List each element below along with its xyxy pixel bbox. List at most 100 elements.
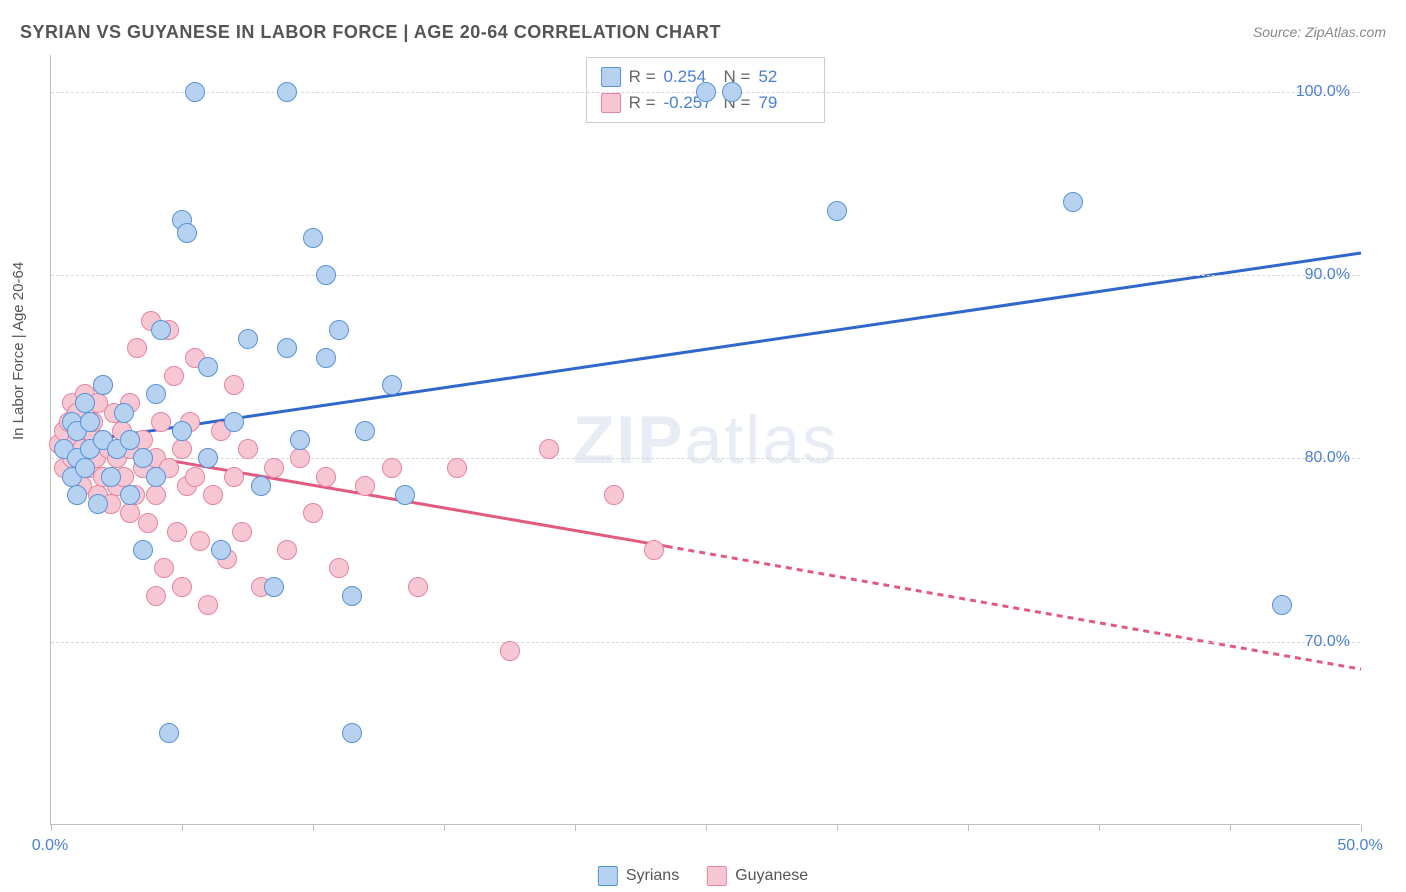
scatter-point-guyanese [303,503,323,523]
watermark: ZIPatlas [573,401,838,479]
scatter-point-syrians [224,412,244,432]
gridline-h [51,642,1360,643]
scatter-point-guyanese [277,540,297,560]
scatter-point-syrians [290,430,310,450]
scatter-point-guyanese [644,540,664,560]
n-value: 79 [758,90,810,116]
scatter-point-syrians [238,329,258,349]
scatter-point-syrians [151,320,171,340]
scatter-point-syrians [88,494,108,514]
scatter-point-syrians [1063,192,1083,212]
legend-swatch-icon [707,866,727,886]
scatter-point-syrians [211,540,231,560]
scatter-point-guyanese [447,458,467,478]
legend-swatch-icon [601,67,621,87]
series-legend-label: Syrians [626,867,679,885]
gridline-h [51,275,1360,276]
scatter-point-syrians [146,384,166,404]
series-legend-label: Guyanese [735,867,808,885]
scatter-point-syrians [80,412,100,432]
scatter-point-guyanese [224,375,244,395]
scatter-point-syrians [120,485,140,505]
scatter-point-guyanese [172,439,192,459]
scatter-point-syrians [722,82,742,102]
scatter-point-guyanese [185,467,205,487]
scatter-point-guyanese [146,485,166,505]
x-tick [182,824,183,831]
x-tick [313,824,314,831]
scatter-point-syrians [146,467,166,487]
series-legend: Syrians Guyanese [598,866,808,886]
scatter-point-syrians [251,476,271,496]
scatter-point-syrians [382,375,402,395]
watermark-light: atlas [685,402,839,478]
scatter-point-guyanese [190,531,210,551]
chart-plot-area: ZIPatlas R =0.254N =52R =-0.257N =79 70.… [50,55,1360,825]
scatter-point-guyanese [290,448,310,468]
scatter-point-guyanese [164,366,184,386]
scatter-point-guyanese [604,485,624,505]
chart-header: SYRIAN VS GUYANESE IN LABOR FORCE | AGE … [0,0,1406,50]
scatter-point-syrians [1272,595,1292,615]
x-tick-label: 50.0% [1337,837,1382,855]
x-tick-label: 0.0% [32,837,68,855]
scatter-point-syrians [101,467,121,487]
legend-swatch-icon [601,93,621,113]
source-attribution: Source: ZipAtlas.com [1253,24,1386,40]
scatter-point-syrians [133,448,153,468]
regression-line-guyanese-ext [667,546,1361,669]
scatter-point-guyanese [127,338,147,358]
scatter-point-guyanese [329,558,349,578]
series-legend-item: Guyanese [707,866,808,886]
scatter-point-syrians [827,201,847,221]
series-legend-item: Syrians [598,866,679,886]
x-tick [1230,824,1231,831]
scatter-point-guyanese [151,412,171,432]
r-label: R = [629,90,656,116]
scatter-point-syrians [185,82,205,102]
y-tick-label: 90.0% [1305,266,1350,284]
scatter-point-syrians [264,577,284,597]
scatter-point-syrians [395,485,415,505]
scatter-point-syrians [342,723,362,743]
x-tick [444,824,445,831]
scatter-point-syrians [67,485,87,505]
x-tick [1099,824,1100,831]
y-tick-label: 80.0% [1305,449,1350,467]
legend-swatch-icon [598,866,618,886]
scatter-point-syrians [303,228,323,248]
scatter-point-guyanese [500,641,520,661]
scatter-point-syrians [316,265,336,285]
x-tick [706,824,707,831]
scatter-point-syrians [114,403,134,423]
scatter-point-syrians [133,540,153,560]
x-tick [51,824,52,831]
regression-line-syrians [51,253,1361,446]
scatter-point-syrians [696,82,716,102]
scatter-point-syrians [355,421,375,441]
scatter-point-guyanese [238,439,258,459]
scatter-point-syrians [75,393,95,413]
y-axis-label: In Labor Force | Age 20-64 [10,262,27,440]
scatter-point-guyanese [382,458,402,478]
scatter-point-guyanese [203,485,223,505]
y-tick-label: 70.0% [1305,633,1350,651]
scatter-point-syrians [177,223,197,243]
scatter-point-guyanese [408,577,428,597]
scatter-point-syrians [93,375,113,395]
x-tick [968,824,969,831]
scatter-point-syrians [316,348,336,368]
watermark-bold: ZIP [573,402,685,478]
scatter-point-guyanese [167,522,187,542]
scatter-point-guyanese [198,595,218,615]
r-label: R = [629,64,656,90]
scatter-point-syrians [277,338,297,358]
scatter-point-syrians [342,586,362,606]
scatter-point-guyanese [264,458,284,478]
scatter-point-guyanese [154,558,174,578]
scatter-point-syrians [75,458,95,478]
x-tick [575,824,576,831]
scatter-point-guyanese [138,513,158,533]
scatter-point-guyanese [120,503,140,523]
scatter-point-syrians [120,430,140,450]
